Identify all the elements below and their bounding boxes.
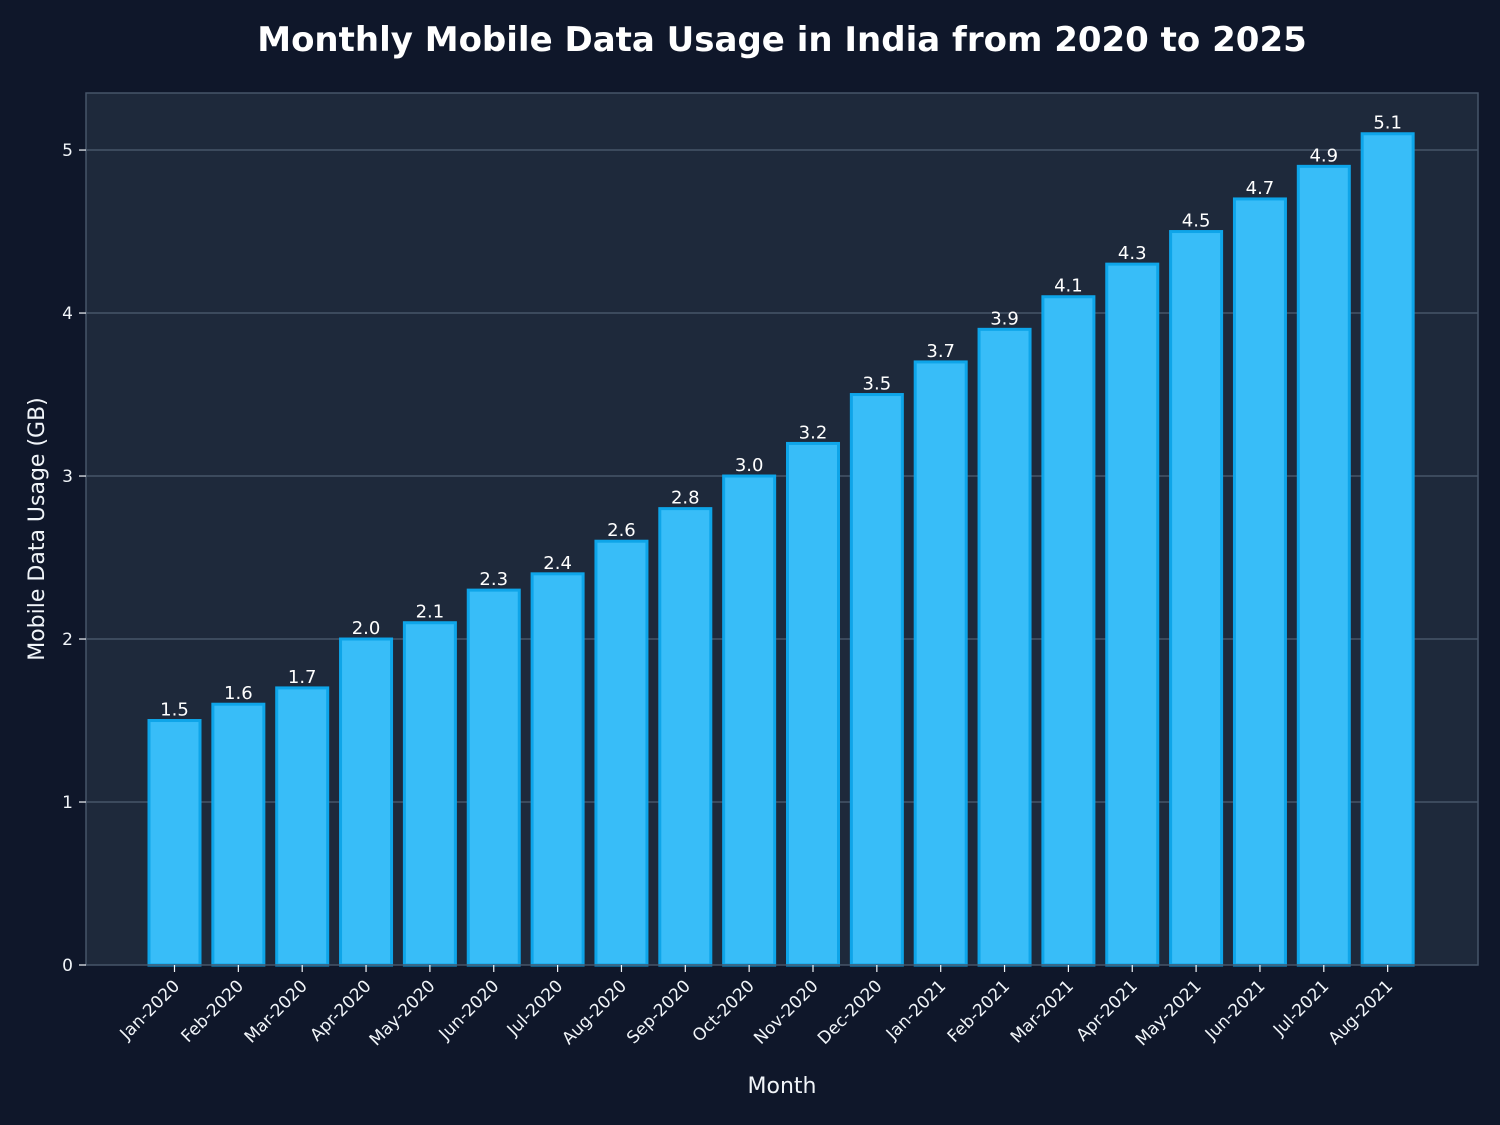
y-tick-label: 2	[62, 630, 73, 650]
y-tick-label: 1	[62, 793, 73, 813]
y-axis-ticks: 0 1 2 3 4 5	[62, 141, 86, 976]
bar-value-label: 2.3	[479, 569, 508, 590]
x-tick-label: Feb-2020	[178, 976, 248, 1046]
bar-value-label: 4.7	[1246, 178, 1275, 199]
x-tick-label: Feb-2021	[944, 976, 1014, 1046]
bar-value-label: 2.1	[416, 602, 445, 623]
x-tick-label: Jan-2021	[882, 976, 950, 1044]
bar	[658, 507, 713, 967]
x-tick-label: Mar-2020	[241, 976, 312, 1047]
x-tick-label: Oct-2020	[689, 976, 759, 1046]
x-axis-label: Month	[748, 1074, 817, 1099]
bar	[466, 588, 521, 967]
plot-frame	[85, 92, 1479, 966]
bar-value-label: 4.9	[1309, 145, 1338, 166]
x-tick-label: Jul-2020	[503, 976, 567, 1040]
bar	[1232, 197, 1287, 967]
bar	[147, 719, 202, 967]
y-axis-label: Mobile Data Usage (GB)	[25, 397, 50, 661]
x-tick-label: Jun-2021	[1201, 976, 1270, 1045]
bar	[1041, 295, 1096, 967]
bar-value-label: 4.3	[1118, 243, 1147, 264]
bar-value-label: 2.8	[671, 488, 700, 509]
bar-value-label: 3.9	[990, 308, 1019, 329]
bar	[211, 702, 266, 967]
x-tick-label: Jul-2021	[1269, 976, 1333, 1040]
bar	[1296, 164, 1351, 967]
bars	[147, 132, 1415, 967]
bar	[722, 474, 777, 967]
bar-value-label: 3.2	[799, 422, 828, 443]
bar	[1360, 132, 1415, 967]
bar	[594, 539, 649, 967]
x-tick-label: Aug-2020	[558, 976, 631, 1049]
bar-value-label: 3.7	[926, 341, 955, 362]
bar-value-label: 2.4	[543, 553, 572, 574]
bar-value-label: 4.1	[1054, 276, 1083, 297]
y-tick-label: 5	[62, 141, 73, 161]
x-tick-label: Dec-2020	[814, 976, 886, 1048]
bar	[402, 621, 457, 967]
bar-value-label: 2.0	[352, 618, 381, 639]
bar	[339, 637, 394, 967]
x-tick-label: Jan-2020	[116, 976, 184, 1044]
bar	[275, 686, 330, 967]
value-labels: 1.5 1.6 1.7 2.0 2.1 2.3 2.4 2.6 2.8 3.0 3.2 3.5 3.7 3…	[160, 113, 1402, 721]
bar-value-label: 1.5	[160, 700, 189, 721]
bar	[530, 572, 585, 967]
bar	[1169, 230, 1224, 967]
x-tick-label: Mar-2021	[1007, 976, 1078, 1047]
x-tick-label: Aug-2021	[1325, 976, 1398, 1049]
x-tick-label: Nov-2020	[750, 976, 822, 1048]
bar-value-label: 3.5	[863, 374, 892, 395]
bar	[786, 441, 840, 967]
bar-value-label: 2.6	[607, 520, 636, 541]
bar-value-label: 3.0	[735, 455, 764, 476]
x-axis-ticks: Jan-2020Feb-2020Mar-2020Apr-2020May-2020…	[116, 965, 1397, 1050]
y-tick-label: 4	[62, 304, 73, 324]
bar-value-label: 4.5	[1182, 211, 1211, 232]
y-tick-label: 0	[62, 956, 73, 976]
x-tick-label: Sep-2020	[623, 976, 695, 1048]
bar	[913, 360, 968, 967]
bar-value-label: 1.7	[288, 667, 317, 688]
bar	[1105, 262, 1160, 967]
x-tick-label: May-2020	[366, 976, 440, 1050]
bar	[977, 327, 1032, 967]
chart-title: Monthly Mobile Data Usage in India from …	[257, 20, 1307, 60]
y-tick-label: 3	[62, 467, 73, 487]
bar	[849, 393, 904, 967]
x-tick-label: May-2021	[1132, 976, 1206, 1050]
x-tick-label: Jun-2020	[435, 976, 504, 1045]
bar-value-label: 5.1	[1373, 113, 1402, 134]
bar-value-label: 1.6	[224, 683, 253, 704]
